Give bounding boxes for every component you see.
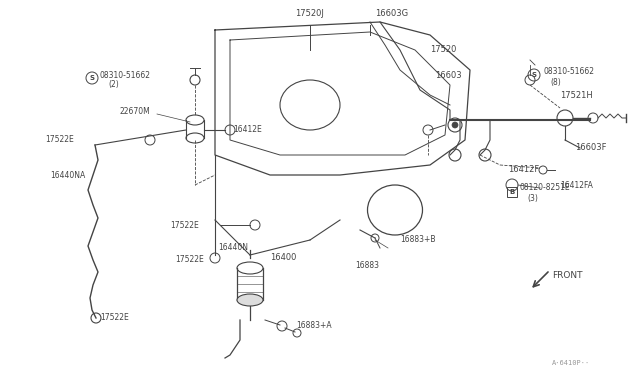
- Text: 17520J: 17520J: [296, 10, 324, 19]
- Text: 16883+A: 16883+A: [296, 321, 332, 330]
- Text: (2): (2): [108, 80, 119, 90]
- Text: 16440NA: 16440NA: [50, 170, 85, 180]
- Text: 16412E: 16412E: [233, 125, 262, 135]
- Text: 16883+B: 16883+B: [400, 235, 435, 244]
- Text: FRONT: FRONT: [552, 270, 582, 279]
- Text: 16412F: 16412F: [508, 166, 540, 174]
- Text: 16883: 16883: [355, 260, 379, 269]
- Text: 17522E: 17522E: [170, 221, 199, 230]
- Text: S: S: [90, 75, 95, 81]
- Text: 16412FA: 16412FA: [560, 180, 593, 189]
- Text: 16603G: 16603G: [375, 10, 408, 19]
- Text: 08120-8251E: 08120-8251E: [520, 183, 571, 192]
- Text: 08310-51662: 08310-51662: [100, 71, 151, 80]
- Text: 17522E: 17522E: [45, 135, 74, 144]
- Text: 17520: 17520: [430, 45, 456, 55]
- Text: 16603F: 16603F: [575, 144, 607, 153]
- Circle shape: [452, 122, 458, 128]
- Text: A·6410P··: A·6410P··: [552, 360, 590, 366]
- Text: 17522E: 17522E: [100, 314, 129, 323]
- Text: 16400: 16400: [270, 253, 296, 263]
- Text: (3): (3): [527, 193, 538, 202]
- Text: 17522E: 17522E: [175, 256, 204, 264]
- Text: S: S: [531, 72, 536, 78]
- Text: 17521H: 17521H: [560, 90, 593, 99]
- Text: 16440N: 16440N: [218, 244, 248, 253]
- Text: 16603: 16603: [435, 71, 461, 80]
- Text: (8): (8): [550, 77, 561, 87]
- Ellipse shape: [237, 294, 263, 306]
- Text: 08310-51662: 08310-51662: [543, 67, 594, 77]
- Text: B: B: [509, 189, 515, 195]
- Text: 22670M: 22670M: [120, 108, 151, 116]
